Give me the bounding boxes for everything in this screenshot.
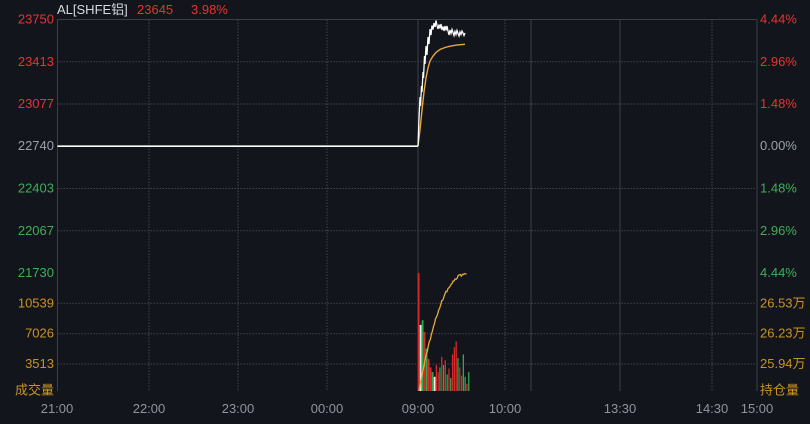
svg-text:0.00%: 0.00%: [760, 138, 797, 153]
svg-text:09:00: 09:00: [402, 401, 435, 416]
svg-text:23413: 23413: [18, 54, 54, 69]
svg-text:持仓量: 持仓量: [760, 383, 799, 398]
svg-text:14:30: 14:30: [696, 401, 729, 416]
svg-text:4.44%: 4.44%: [760, 265, 797, 280]
svg-text:13:30: 13:30: [604, 401, 637, 416]
svg-text:23077: 23077: [18, 96, 54, 111]
svg-text:4.44%: 4.44%: [760, 12, 797, 27]
svg-text:22:00: 22:00: [133, 401, 166, 416]
svg-text:23645: 23645: [137, 2, 173, 17]
svg-text:26.23万: 26.23万: [760, 326, 806, 341]
svg-text:7026: 7026: [25, 326, 54, 341]
svg-text:1.48%: 1.48%: [760, 96, 797, 111]
svg-text:26.53万: 26.53万: [760, 295, 806, 310]
svg-text:23750: 23750: [18, 12, 54, 27]
svg-text:15:00: 15:00: [741, 401, 774, 416]
svg-text:00:00: 00:00: [311, 401, 344, 416]
svg-text:3513: 3513: [25, 356, 54, 371]
svg-text:2.96%: 2.96%: [760, 223, 797, 238]
svg-text:1.48%: 1.48%: [760, 181, 797, 196]
svg-text:21:00: 21:00: [41, 401, 74, 416]
svg-text:22403: 22403: [18, 181, 54, 196]
svg-text:10:00: 10:00: [489, 401, 522, 416]
svg-text:22740: 22740: [18, 138, 54, 153]
svg-text:21730: 21730: [18, 265, 54, 280]
svg-text:AL[SHFE铝]: AL[SHFE铝]: [57, 2, 128, 17]
svg-text:22067: 22067: [18, 223, 54, 238]
svg-text:2.96%: 2.96%: [760, 54, 797, 69]
svg-text:25.94万: 25.94万: [760, 356, 806, 371]
svg-text:10539: 10539: [18, 295, 54, 310]
svg-text:成交量: 成交量: [15, 383, 54, 398]
svg-text:3.98%: 3.98%: [191, 2, 228, 17]
svg-text:23:00: 23:00: [222, 401, 255, 416]
